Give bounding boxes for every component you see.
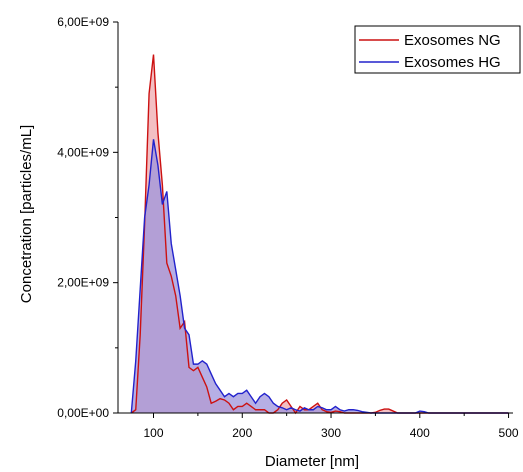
y-tick-label: 2,00E+09 xyxy=(57,276,109,290)
x-tick-label: 400 xyxy=(410,426,430,440)
x-tick-label: 500 xyxy=(499,426,519,440)
x-tick-label: 100 xyxy=(143,426,163,440)
y-axis-ticks: 0,00E+00 2,00E+09 4,00E+09 6,00E+09 xyxy=(57,15,118,420)
x-axis-title: Diameter [nm] xyxy=(265,453,359,470)
line-exosomes-ng xyxy=(130,54,509,415)
legend: Exosomes NG Exosomes HG xyxy=(354,25,521,74)
x-axis-ticks: 100 200 300 400 500 xyxy=(143,413,519,440)
y-tick-label: 4,00E+09 xyxy=(57,145,109,159)
x-tick-label: 300 xyxy=(321,426,341,440)
legend-box xyxy=(354,25,521,74)
series-lines xyxy=(130,54,509,415)
series-areas xyxy=(131,54,509,414)
legend-label-exosomes-hg: Exosomes HG xyxy=(404,54,501,71)
y-tick-label: 6,00E+09 xyxy=(57,15,109,29)
y-axis-title: Concetration [particles/mL] xyxy=(18,125,35,303)
y-tick-label: 0,00E+00 xyxy=(57,406,109,420)
area-exosomes-hg xyxy=(131,139,509,414)
legend-label-exosomes-ng: Exosomes NG xyxy=(404,32,501,49)
x-tick-label: 200 xyxy=(232,426,252,440)
